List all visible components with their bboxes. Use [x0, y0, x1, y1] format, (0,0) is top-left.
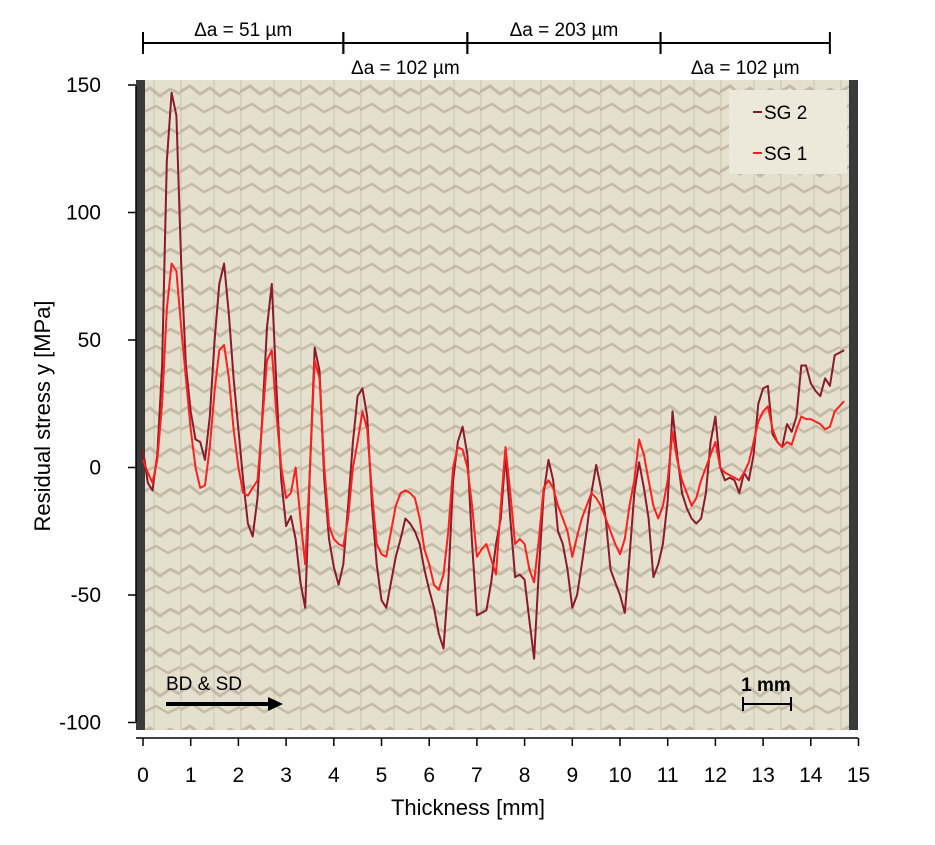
axes: [135, 86, 858, 739]
legend-label-sg2: SG 2: [764, 103, 807, 124]
legend-label-sg1: SG 1: [764, 144, 807, 165]
legend-box: [729, 90, 847, 174]
x-tick-label: 12: [704, 764, 727, 787]
y-tick-label: 50: [78, 329, 101, 352]
scale-bar-label: 1 mm: [741, 675, 791, 696]
direction-arrow-head: [268, 697, 283, 711]
legend: SG 2 SG 1: [729, 90, 847, 174]
x-tick-label: 8: [519, 764, 531, 787]
x-tick-label: 13: [751, 764, 774, 787]
x-tick-label: 10: [608, 764, 631, 787]
x-tick-label: 9: [566, 764, 578, 787]
y-tick-label: -100: [59, 712, 101, 735]
x-tick-label: 11: [657, 764, 679, 787]
background-micrograph: [136, 80, 858, 730]
y-tick-label: 0: [89, 457, 101, 480]
x-tick-label: 2: [233, 764, 245, 787]
segment-label: Δa = 203 µm: [510, 20, 619, 41]
x-tick-label: 6: [423, 764, 435, 787]
y-axis-title: Residual stress y [MPa]: [30, 300, 55, 531]
segment-label: Δa = 102 µm: [351, 58, 460, 79]
y-ticks: -100 -50 0 50 100 150: [59, 74, 136, 735]
segment-label: Δa = 102 µm: [691, 58, 800, 79]
x-tick-label: 5: [376, 764, 388, 787]
x-tick-label: 15: [847, 764, 870, 787]
direction-annotation: BD & SD: [166, 674, 283, 711]
y-tick-label: -50: [71, 584, 101, 607]
x-tick-label: 1: [185, 764, 197, 787]
y-tick-label: 150: [66, 74, 101, 97]
series-layer: [142, 91, 845, 660]
x-axis-title: Thickness [mm]: [391, 795, 545, 820]
direction-label: BD & SD: [166, 674, 242, 695]
segment-label: Δa = 51 µm: [194, 20, 292, 41]
x-tick-label: 14: [799, 764, 823, 787]
series-line-sg1: [142, 262, 845, 591]
x-tick-label: 7: [471, 764, 483, 787]
x-tick-label: 3: [280, 764, 292, 787]
x-ticks: 0 1 2 3 4 5 6 7 8 9 10 11 12 13 14 15: [137, 738, 870, 787]
x-tick-label: 0: [137, 764, 149, 787]
y-tick-label: 100: [66, 202, 101, 225]
thickness-segments: Δa = 51 µm Δa = 102 µm Δa = 203 µm Δa = 102…: [142, 20, 831, 79]
scale-bar: 1 mm: [741, 675, 792, 711]
x-tick-label: 4: [328, 764, 340, 787]
